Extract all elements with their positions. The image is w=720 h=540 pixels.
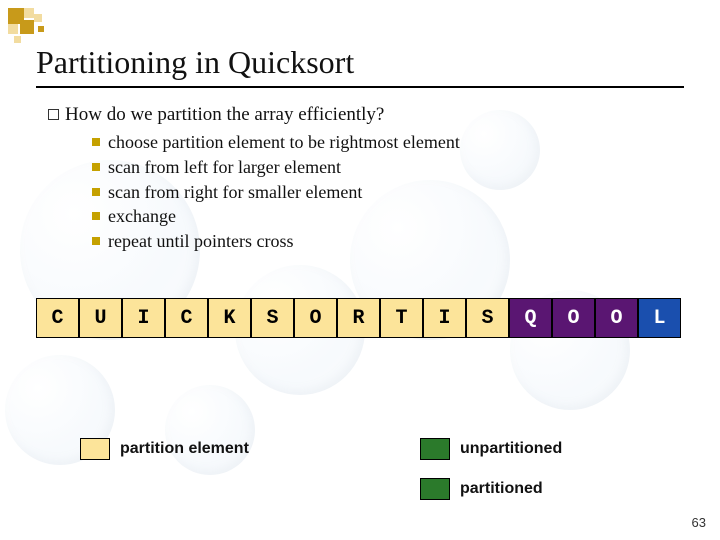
array-cell: O bbox=[552, 298, 595, 338]
legend-label-unpartitioned: unpartitioned bbox=[460, 440, 562, 458]
bullet-text: exchange bbox=[108, 204, 176, 229]
array-cell: O bbox=[595, 298, 638, 338]
page-number: 63 bbox=[692, 515, 706, 530]
bullet-text: scan from left for larger element bbox=[108, 155, 341, 180]
bullet-text: scan from right for smaller element bbox=[108, 180, 362, 205]
array-cell: K bbox=[208, 298, 251, 338]
bullet-item: scan from right for smaller element bbox=[92, 180, 460, 205]
lead-text: How do we partition the array efficientl… bbox=[65, 104, 384, 126]
array-cell: U bbox=[79, 298, 122, 338]
array-cell: L bbox=[638, 298, 681, 338]
bullet-text: repeat until pointers cross bbox=[108, 229, 293, 254]
array-cell: I bbox=[122, 298, 165, 338]
legend-partitioned: partitioned bbox=[420, 478, 590, 500]
legend-partition-element: partition element bbox=[80, 438, 290, 460]
lead-question: How do we partition the array efficientl… bbox=[48, 104, 460, 126]
filled-square-bullet bbox=[92, 138, 100, 146]
array-cell: R bbox=[337, 298, 380, 338]
legend-label-partition-element: partition element bbox=[120, 440, 249, 458]
array-cell: Q bbox=[509, 298, 552, 338]
array-cell: I bbox=[423, 298, 466, 338]
swatch-partitioned bbox=[420, 478, 450, 500]
bullet-text: choose partition element to be rightmost… bbox=[108, 130, 460, 155]
legend-row-2: x partitioned right bbox=[80, 478, 720, 500]
legend: partition element unpartitioned left x p… bbox=[80, 438, 720, 518]
content-block: How do we partition the array efficientl… bbox=[48, 104, 460, 254]
array-cell: C bbox=[36, 298, 79, 338]
bullet-item: exchange bbox=[92, 204, 460, 229]
array-cell: S bbox=[251, 298, 294, 338]
filled-square-bullet bbox=[92, 188, 100, 196]
filled-square-bullet bbox=[92, 212, 100, 220]
legend-unpartitioned: unpartitioned bbox=[420, 438, 590, 460]
filled-square-bullet bbox=[92, 237, 100, 245]
filled-square-bullet bbox=[92, 163, 100, 171]
bullet-list: choose partition element to be rightmost… bbox=[92, 130, 460, 254]
array-cell: T bbox=[380, 298, 423, 338]
bullet-item: repeat until pointers cross bbox=[92, 229, 460, 254]
swatch-unpartitioned bbox=[420, 438, 450, 460]
hollow-square-bullet bbox=[48, 109, 59, 120]
bullet-item: scan from left for larger element bbox=[92, 155, 460, 180]
legend-label-partitioned: partitioned bbox=[460, 480, 543, 498]
legend-row-1: partition element unpartitioned left bbox=[80, 438, 720, 460]
title-underline bbox=[36, 86, 684, 88]
array-cell: O bbox=[294, 298, 337, 338]
bullet-item: choose partition element to be rightmost… bbox=[92, 130, 460, 155]
corner-decoration bbox=[8, 8, 68, 48]
array-row: CUICKSORTISQOOL bbox=[36, 298, 681, 338]
array-cell: C bbox=[165, 298, 208, 338]
swatch-partition-element bbox=[80, 438, 110, 460]
array-cell: S bbox=[466, 298, 509, 338]
slide-title: Partitioning in Quicksort bbox=[36, 44, 354, 81]
